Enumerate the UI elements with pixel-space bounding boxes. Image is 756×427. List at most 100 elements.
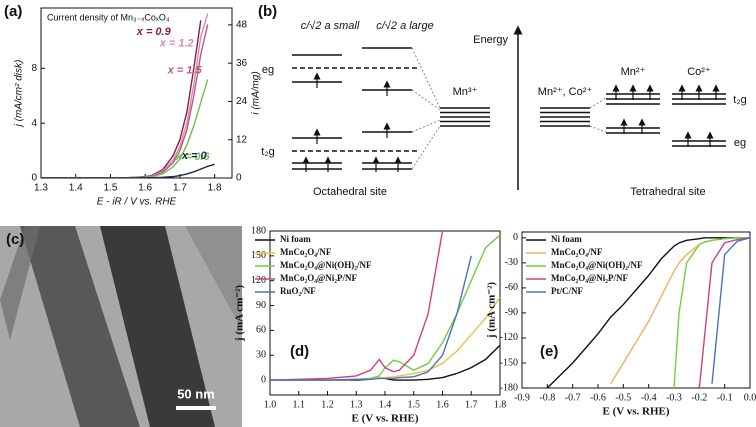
y-axis-label: j (mA cm⁻²) [486, 282, 498, 339]
orbital-label: t₂g [733, 94, 746, 106]
x-tick-label: 1.1 [293, 399, 306, 410]
x-axis-label: E (V vs. RHE) [351, 413, 418, 425]
series-line [41, 79, 209, 178]
series-label: x = 0.9 [136, 26, 172, 38]
x-tick-label: 1.7 [173, 183, 187, 194]
x-tick-label: -0.3 [666, 392, 682, 403]
legend-label: RuO₂/NF [280, 286, 316, 296]
x-tick-label: -0.1 [717, 392, 733, 403]
series-label: x = 0.6 [175, 151, 211, 163]
series-line [41, 24, 209, 178]
x-tick-label: 1.6 [138, 183, 152, 194]
x-tick-label: -0.8 [539, 392, 555, 403]
x-tick-label: 1.5 [104, 183, 118, 194]
y-tick-label: -30 [505, 257, 518, 268]
x-tick-label: -0.2 [691, 392, 707, 403]
legend-label: MnCo₂O₄/NF [551, 247, 603, 257]
x-axis-label: E (V vs. RHE) [602, 406, 669, 418]
tem-image [0, 226, 242, 427]
series-line [41, 163, 215, 178]
x-tick-label: 1.6 [436, 399, 449, 410]
y-tick-label: -120 [500, 332, 518, 343]
y-tick-label: 8 [31, 63, 37, 74]
y-tick-label: 120 [251, 275, 266, 286]
column-label: c/√2 a large [376, 20, 433, 32]
panel-label: (e) [540, 343, 558, 360]
x-tick-label: 1.4 [69, 183, 83, 194]
y-tick-label: 0 [513, 232, 518, 243]
column-label: c/√2 a small [301, 20, 360, 32]
y-tick-label: -60 [505, 282, 518, 293]
orbital-label: t₂g [261, 146, 274, 158]
site-label: Octahedral site [313, 186, 387, 198]
plot-frame [521, 231, 751, 389]
y2-tick-label: 36 [236, 58, 248, 69]
legend-label: MnCo₂O₄/NF [280, 247, 332, 257]
legend-label: MnCo₂O₄@Ni₂P/NF [551, 273, 628, 283]
panel-label: (a) [4, 3, 22, 20]
x-tick-label: 1.8 [208, 183, 222, 194]
series-line [711, 237, 750, 384]
y-tick-label: 0 [261, 374, 266, 385]
series-label: x = 0 [181, 150, 208, 162]
x-tick-label: -0.7 [565, 392, 581, 403]
x-axis-label: E - iR / V vs. RHE [97, 197, 177, 208]
y-tick-label: 90 [256, 300, 266, 311]
orbital-label: eg [734, 137, 746, 149]
ion-label: Mn²⁺ [621, 66, 646, 78]
y-tick-label: 150 [251, 250, 266, 261]
x-tick-label: 1.7 [465, 399, 478, 410]
y-tick-label: -180 [500, 382, 518, 393]
x-tick-label: 0.0 [744, 392, 756, 403]
y-tick-label: 180 [251, 225, 266, 236]
panel-label: (d) [290, 343, 309, 360]
axis-label: Energy [473, 34, 508, 46]
ion-label: Mn²⁺, Co²⁺ [538, 86, 593, 98]
legend-label: MnCo₂O₄@Ni₂P/NF [280, 273, 357, 283]
y2-tick-label: 12 [236, 134, 248, 145]
y-axis-label: j (mA/cm² disk) [14, 60, 25, 129]
orbital-label: eg [262, 64, 274, 76]
y-tick-label: -150 [500, 357, 518, 368]
series-label: x = 1.2 [159, 37, 194, 49]
series-line [41, 20, 202, 178]
x-tick-label: 1.0 [264, 399, 277, 410]
x-tick-label: -0.9 [514, 392, 530, 403]
legend-label: MnCo₂O₄@Ni(OH)₂/NF [551, 260, 643, 270]
series-line [270, 255, 472, 381]
series-line [673, 237, 750, 388]
legend-label: Ni foam [551, 234, 582, 244]
panel-label: (c) [6, 231, 24, 248]
panel-label: (b) [258, 3, 277, 20]
x-tick-label: 1.2 [321, 399, 334, 410]
annotation: Current density of Mn₃₋ₓCoₓO₄ [47, 12, 170, 22]
series-line [698, 237, 750, 388]
y-tick-label: -90 [505, 307, 518, 318]
y-axis-label: j (mA cm⁻²) [234, 285, 246, 342]
x-tick-label: -0.4 [641, 392, 657, 403]
site-label: Tetrahedral site [630, 186, 705, 198]
series-label: x = 1.5 [167, 64, 203, 76]
legend-label: Pt/C/NF [551, 286, 583, 296]
x-tick-label: 1.8 [494, 399, 507, 410]
y-tick-label: 60 [256, 325, 266, 336]
series-line [546, 237, 750, 388]
y-tick-label: 0 [31, 173, 37, 184]
y2-axis-label: i (mA/mg) [251, 71, 262, 114]
energy-diagram [292, 25, 726, 190]
x-tick-label: 1.5 [408, 399, 421, 410]
x-tick-label: 1.3 [34, 183, 48, 194]
y2-tick-label: 0 [236, 173, 242, 184]
scale-bar-label: 50 nm [177, 386, 215, 401]
legend-label: Ni foam [280, 234, 311, 244]
x-tick-label: 1.4 [379, 399, 392, 410]
series-line [270, 231, 444, 381]
y-tick-label: 30 [256, 350, 266, 361]
y2-tick-label: 48 [236, 20, 248, 31]
series-line [41, 13, 209, 178]
ion-label: Mn³⁺ [453, 86, 478, 98]
x-tick-label: 1.3 [350, 399, 363, 410]
y-tick-label: 4 [31, 118, 37, 129]
ion-label: Co²⁺ [687, 66, 711, 78]
